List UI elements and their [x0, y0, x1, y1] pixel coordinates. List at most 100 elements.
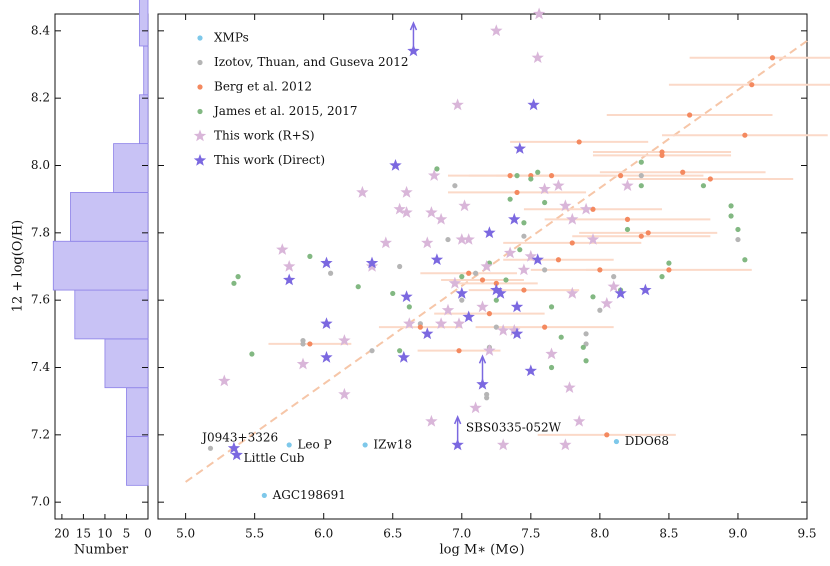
point: [569, 240, 575, 246]
x-tick-label: 15: [76, 527, 91, 541]
star-point: [400, 206, 413, 218]
point: [742, 132, 748, 138]
point: [728, 213, 734, 219]
point: [590, 206, 596, 212]
star-point: [227, 441, 241, 454]
point: [397, 348, 403, 354]
hist-bar: [52, 240, 149, 291]
legend-label: This work (Direct): [214, 153, 325, 167]
point: [735, 226, 741, 233]
star-point: [276, 243, 289, 255]
point: [638, 183, 644, 189]
hist-x-label: Number: [74, 543, 129, 558]
point: [749, 82, 755, 88]
x-tick-label: 9.5: [797, 527, 816, 541]
point: [687, 112, 693, 118]
point: [613, 438, 620, 445]
x-tick-label: 7.5: [521, 527, 540, 541]
point: [507, 173, 513, 179]
star-point: [607, 280, 620, 292]
hist-bar: [126, 436, 149, 486]
star-point: [563, 381, 576, 393]
limit-arrow-head: [453, 415, 462, 425]
star-point: [283, 273, 296, 286]
point: [466, 270, 472, 276]
point: [583, 331, 589, 337]
point: [680, 169, 686, 175]
star-point: [524, 364, 537, 377]
point: [406, 304, 412, 310]
y-axis-label: 12 + log(O/H): [11, 220, 26, 313]
star-point: [365, 256, 379, 269]
point: [521, 220, 527, 226]
point: [472, 270, 479, 276]
x-tick-label: 5.5: [245, 527, 264, 541]
point: [231, 280, 237, 286]
point: [548, 364, 555, 371]
star-point: [400, 185, 413, 198]
point: [517, 247, 523, 253]
point: [459, 274, 465, 280]
limit-arrow-head: [409, 21, 418, 31]
x-tick-label: 8.5: [659, 527, 678, 541]
y-tick-label: 8.4: [31, 23, 50, 37]
point: [590, 294, 596, 300]
point: [742, 257, 748, 263]
point: [445, 236, 451, 243]
x-tick-label: 5.0: [176, 527, 195, 541]
point: [452, 183, 458, 189]
star-point: [621, 179, 634, 191]
star-point: [517, 263, 531, 276]
y-tick-label: 7.6: [31, 293, 50, 307]
hist-bar: [70, 192, 149, 242]
annotation: J0943+3326: [200, 431, 278, 445]
star-point: [614, 286, 627, 299]
star-point: [545, 347, 558, 360]
point: [580, 344, 586, 350]
point: [261, 492, 267, 499]
star-point: [639, 283, 652, 296]
star-point: [425, 414, 438, 427]
point: [597, 307, 603, 313]
point: [659, 149, 665, 155]
fit-line: [185, 40, 808, 483]
hist-bar: [113, 143, 149, 193]
hist-bar: [143, 45, 149, 96]
star-point: [476, 300, 489, 313]
star-point: [296, 357, 310, 370]
point: [638, 173, 644, 179]
star-point: [403, 317, 416, 329]
point: [555, 257, 562, 263]
point: [456, 348, 462, 354]
star-point: [462, 233, 475, 245]
legend-marker: [197, 84, 203, 90]
star-point: [559, 199, 572, 212]
hist-bar: [74, 289, 149, 340]
x-tick-label: 6.0: [314, 527, 333, 541]
star-point: [452, 317, 466, 329]
star-point: [566, 286, 579, 299]
point: [548, 173, 555, 179]
annotation: Little Cub: [244, 451, 305, 465]
star-point: [483, 344, 496, 356]
y-tick-label: 7.8: [31, 225, 50, 239]
star-point: [379, 236, 392, 249]
star-point: [230, 448, 243, 461]
star-point: [397, 350, 410, 363]
x-tick-label: 20: [54, 527, 69, 541]
point: [666, 267, 672, 273]
point: [624, 226, 631, 233]
point: [624, 216, 631, 222]
scatter-frame: [157, 13, 808, 520]
y-tick-label: 7.2: [31, 427, 50, 441]
point: [617, 173, 624, 179]
point: [300, 341, 306, 347]
star-point: [508, 324, 521, 336]
star-point: [497, 324, 510, 336]
star-point: [531, 51, 544, 63]
star-point: [421, 236, 434, 249]
star-point: [283, 260, 296, 272]
point: [645, 230, 651, 236]
point: [514, 189, 520, 196]
